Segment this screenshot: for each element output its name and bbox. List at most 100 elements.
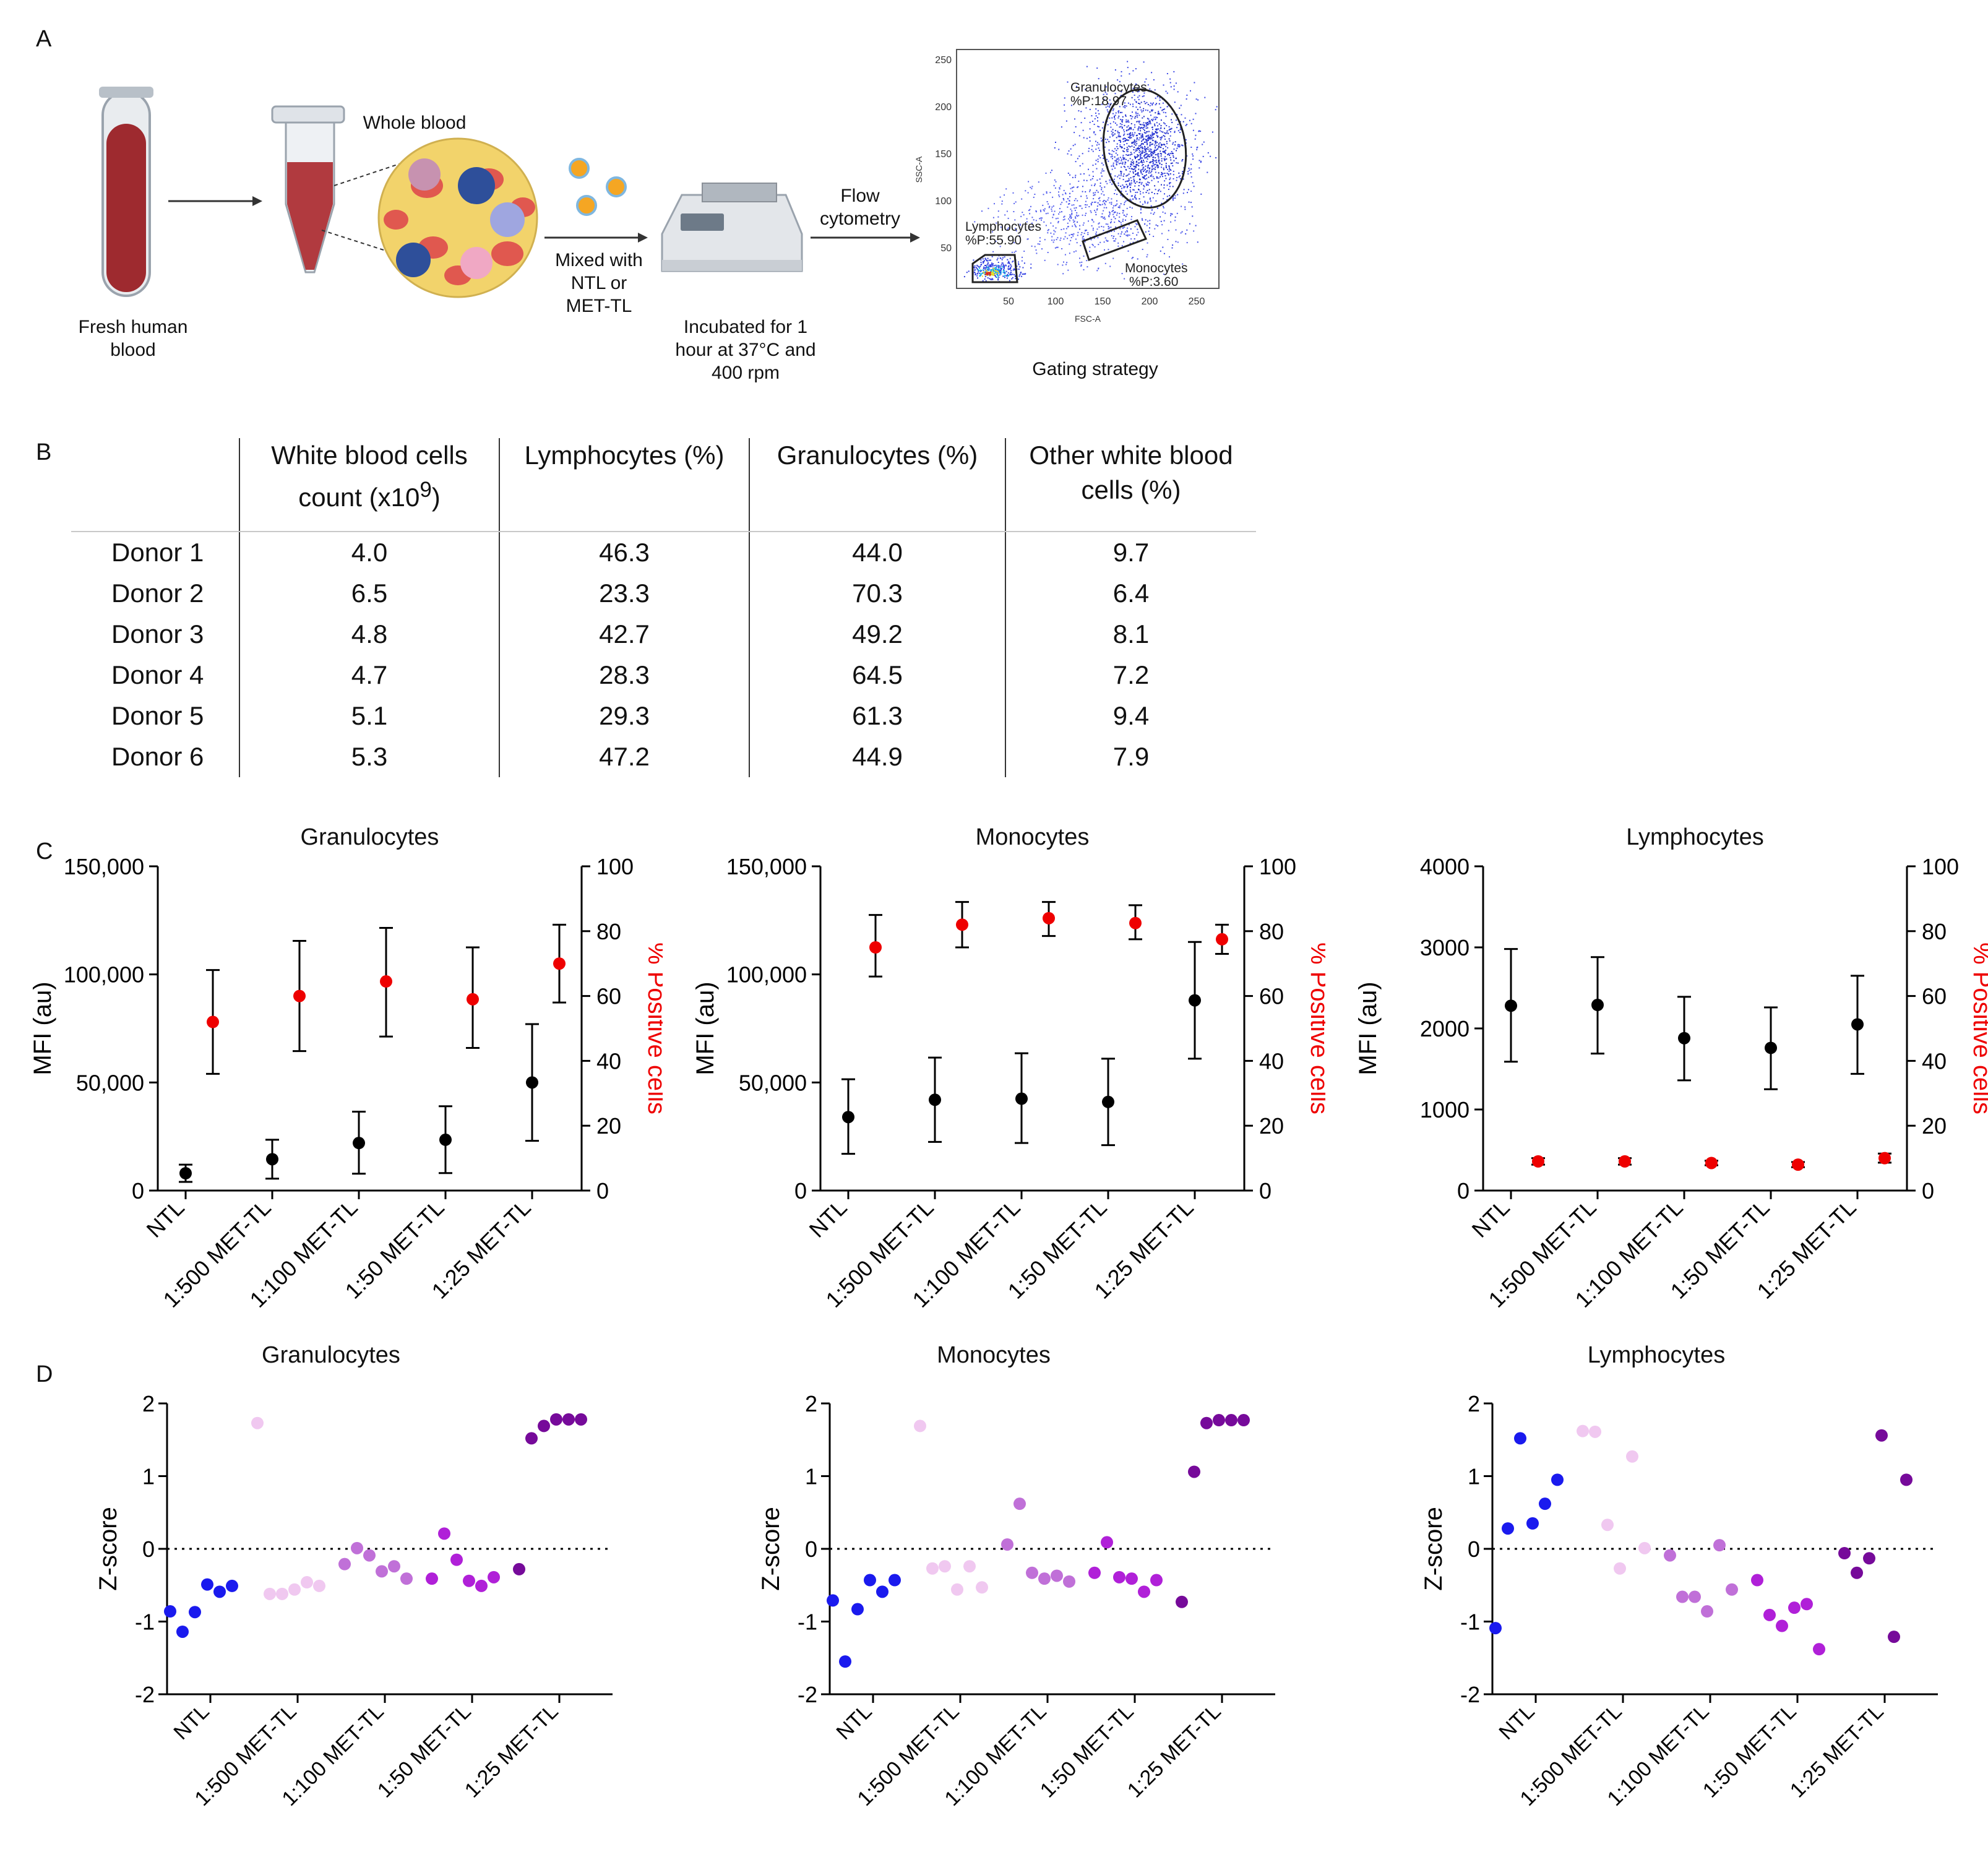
event-dot — [1134, 170, 1136, 172]
event-dot — [1158, 111, 1160, 113]
event-dot — [1136, 150, 1138, 152]
event-dot — [1195, 98, 1197, 100]
event-dot — [1142, 95, 1143, 97]
event-dot — [1152, 109, 1154, 111]
event-dot — [1145, 175, 1147, 177]
event-dot — [1006, 210, 1008, 212]
event-dot — [1141, 146, 1143, 148]
zscore-point — [1225, 1414, 1237, 1427]
event-dot — [1135, 101, 1137, 103]
event-dot — [1058, 194, 1060, 196]
event-dot — [984, 278, 986, 280]
event-dot — [1137, 113, 1138, 114]
event-dot — [1151, 170, 1153, 172]
event-dot — [1186, 94, 1188, 96]
event-dot — [1099, 183, 1101, 184]
event-dot — [1143, 126, 1145, 128]
event-dot — [1013, 242, 1015, 244]
event-dot — [1007, 227, 1009, 229]
event-dot — [1147, 184, 1149, 186]
event-dot — [1185, 98, 1187, 100]
event-dot — [1124, 133, 1125, 135]
zscore-point — [1138, 1585, 1150, 1598]
event-dot — [1002, 262, 1004, 264]
event-dot — [1103, 158, 1104, 159]
table-cell: 28.3 — [499, 655, 749, 696]
event-dot — [1080, 111, 1082, 113]
event-dot — [1098, 267, 1099, 269]
event-dot — [1095, 163, 1096, 165]
event-dot — [1147, 135, 1148, 137]
y-tick-label: 3000 — [1420, 935, 1469, 960]
event-dot — [1005, 188, 1007, 190]
event-dot — [1005, 270, 1007, 272]
event-dot — [1135, 140, 1137, 142]
event-dot — [1074, 220, 1075, 222]
event-dot — [1093, 198, 1095, 200]
event-dot — [1126, 207, 1128, 209]
event-dot — [1085, 191, 1087, 192]
event-dot — [1132, 159, 1134, 161]
event-dot — [1125, 121, 1127, 123]
positive-point — [380, 975, 392, 988]
zscore-point — [951, 1583, 963, 1596]
event-dot — [1019, 274, 1021, 275]
event-dot — [1121, 166, 1122, 168]
event-dot — [1192, 153, 1194, 155]
event-dot — [1157, 166, 1159, 168]
event-dot — [998, 272, 1000, 274]
event-dot — [1117, 132, 1119, 134]
zscore-point — [1551, 1473, 1564, 1486]
event-dot — [1075, 174, 1077, 176]
x-tick-label: NTL — [142, 1195, 189, 1243]
event-dot — [1114, 240, 1116, 242]
event-dot — [1103, 226, 1104, 228]
event-dot — [1050, 171, 1051, 173]
event-dot — [1140, 151, 1142, 153]
event-dot — [1148, 121, 1150, 123]
event-dot — [1109, 213, 1111, 215]
zscore-point — [388, 1560, 400, 1573]
event-dot — [1190, 191, 1192, 192]
event-dot — [1139, 137, 1141, 139]
event-dot — [1168, 126, 1170, 127]
event-dot — [1121, 121, 1123, 122]
event-dot — [1120, 194, 1122, 196]
event-dot — [1130, 154, 1132, 156]
event-dot — [983, 266, 984, 268]
event-dot — [1091, 145, 1093, 147]
event-dot — [1093, 85, 1095, 87]
event-dot — [1161, 137, 1163, 139]
event-dot — [1089, 140, 1091, 142]
event-dot — [1169, 182, 1171, 184]
event-dot — [1030, 205, 1031, 207]
event-dot — [1137, 164, 1138, 166]
event-dot — [1121, 191, 1122, 192]
event-dot — [1097, 191, 1099, 193]
table-header-text: ) — [431, 483, 441, 512]
event-dot — [1146, 139, 1148, 141]
mixed-label: Mixed with NTL or MET-TL — [555, 250, 643, 316]
event-dot — [1143, 95, 1145, 97]
event-dot — [1143, 124, 1145, 126]
event-dot — [978, 271, 979, 273]
event-dot — [1119, 141, 1121, 143]
event-dot — [1072, 191, 1074, 192]
zscore-point — [363, 1549, 376, 1562]
event-dot — [1143, 141, 1145, 143]
gate-percent: %P:55.90 — [965, 233, 1022, 248]
event-dot — [1160, 155, 1162, 157]
event-dot — [1090, 212, 1092, 213]
event-dot — [1183, 189, 1185, 191]
event-dot — [991, 269, 993, 270]
event-dot — [1161, 166, 1162, 168]
event-dot — [1177, 130, 1179, 132]
event-dot — [974, 272, 976, 274]
event-dot — [1119, 136, 1121, 137]
event-dot — [1163, 135, 1164, 137]
event-dot — [1147, 158, 1148, 160]
event-dot — [1173, 178, 1174, 179]
table-cell: 4.0 — [239, 532, 499, 573]
event-dot — [1154, 123, 1156, 125]
table-cell: 6.4 — [1005, 573, 1256, 614]
